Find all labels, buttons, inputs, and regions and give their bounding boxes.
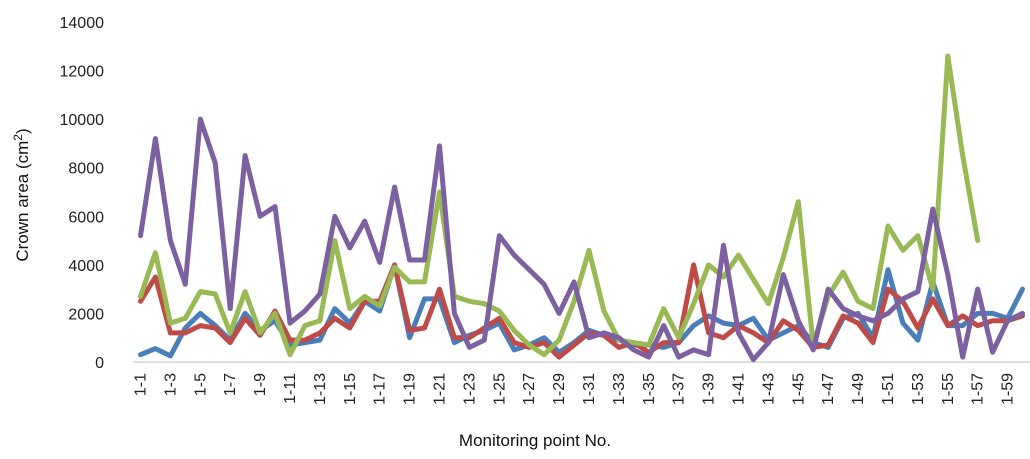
y-tick-label: 2000 — [68, 306, 104, 323]
x-tick-label: 1-43 — [760, 373, 777, 405]
x-tick-label: 1-47 — [820, 373, 837, 405]
x-tick-label: 1-45 — [790, 373, 807, 405]
x-tick-label: 1-59 — [1000, 373, 1017, 405]
series-group — [138, 53, 1025, 363]
y-tick-label: 4000 — [68, 258, 104, 275]
x-tick-label: 1-7 — [222, 373, 239, 396]
x-tick-label: 1-33 — [611, 373, 628, 405]
x-axis-title: Monitoring point No. — [459, 431, 611, 450]
x-tick-label: 1-53 — [910, 373, 927, 405]
x-tick-label: 1-35 — [641, 373, 658, 405]
x-tick-label: 1-37 — [671, 373, 688, 405]
x-tick-label: 1-19 — [402, 373, 419, 405]
y-axis-title: Crown area (cm2) — [11, 128, 32, 261]
x-tick-label: 1-9 — [252, 373, 269, 396]
y-tick-label: 8000 — [68, 161, 104, 178]
x-tick-label: 1-49 — [850, 373, 867, 405]
x-tick-label: 1-31 — [581, 373, 598, 405]
series-line-3 — [138, 53, 981, 358]
y-axis-title-superscript: 2 — [11, 134, 25, 141]
x-tick-label: 1-23 — [461, 373, 478, 405]
x-tick-label: 1-55 — [940, 373, 957, 405]
x-tick-label: 1-51 — [880, 373, 897, 405]
x-axis: 1-1 1-3 1-5 1-7 1-9 1-11 1-13 1-15 1-17 1-19 1-21 1… — [132, 373, 1016, 405]
x-tick-label: 1-57 — [970, 373, 987, 405]
y-axis: 0 2000 4000 6000 8000 10000 12000 14000 — [60, 15, 105, 372]
series-line-4 — [138, 116, 1025, 363]
y-tick-label: 0 — [95, 355, 104, 372]
y-tick-label: 14000 — [60, 15, 105, 32]
x-tick-label: 1-29 — [551, 373, 568, 405]
x-tick-label: 1-21 — [431, 373, 448, 405]
x-tick-label: 1-11 — [282, 373, 299, 404]
x-tick-label: 1-25 — [491, 373, 508, 405]
y-tick-label: 6000 — [68, 209, 104, 226]
x-tick-label: 1-15 — [342, 373, 359, 405]
series-line-2 — [138, 262, 1025, 360]
x-tick-label: 1-17 — [372, 373, 389, 405]
x-tick-label: 1-27 — [521, 373, 538, 405]
y-tick-label: 12000 — [60, 64, 105, 81]
x-tick-label: 1-3 — [162, 373, 179, 396]
x-tick-label: 1-1 — [132, 373, 149, 396]
x-tick-label: 1-41 — [730, 373, 747, 405]
x-tick-label: 1-5 — [192, 373, 209, 396]
x-tick-label: 1-13 — [312, 373, 329, 405]
y-tick-label: 10000 — [60, 112, 105, 129]
x-tick-label: 1-39 — [701, 373, 718, 405]
